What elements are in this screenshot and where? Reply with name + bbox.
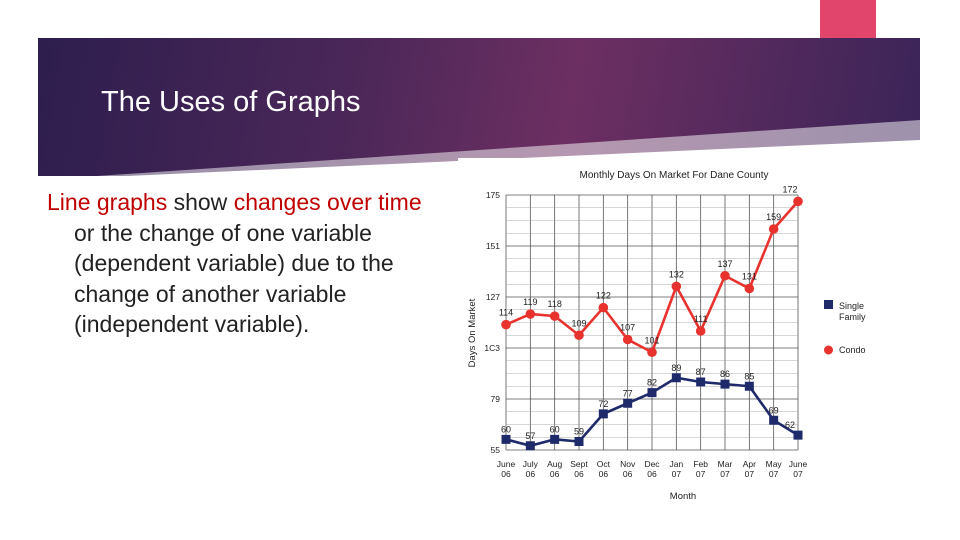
data-label: 101 [644, 335, 659, 345]
x-tick-label-year: 07 [696, 469, 706, 479]
data-label: 107 [620, 323, 635, 333]
x-tick-label-year: 07 [793, 469, 803, 479]
legend-label-single-family: Single Family [839, 301, 866, 322]
x-tick-label-month: Nov [620, 459, 636, 469]
data-point-single-family [696, 377, 706, 387]
data-point-condo [574, 330, 584, 341]
data-label: 159 [766, 212, 781, 222]
x-tick-label-year: 07 [720, 469, 730, 479]
x-tick-label-month: June [789, 459, 808, 469]
data-label: 62 [785, 420, 795, 430]
x-tick-label-month: Apr [743, 459, 756, 469]
x-tick-label-year: 07 [672, 469, 682, 479]
data-label: 57 [525, 431, 535, 441]
data-point-condo [768, 224, 779, 234]
data-point-single-family [623, 398, 633, 408]
data-point-single-family [671, 373, 681, 383]
data-point-single-family [744, 381, 754, 391]
x-tick-label-month: June [497, 459, 516, 469]
body-text-2: or the change of one variable (dependent… [74, 219, 394, 338]
data-point-condo [671, 281, 682, 292]
x-tick-label-month: Sept [570, 459, 588, 469]
x-tick-label-year: 07 [769, 469, 779, 479]
data-label: 86 [720, 369, 730, 379]
x-tick-label-month: Aug [547, 459, 562, 469]
data-label: 131 [742, 272, 757, 282]
data-label: 137 [717, 259, 732, 269]
data-label: 77 [623, 388, 633, 398]
x-tick-label-month: Feb [693, 459, 708, 469]
data-label: 119 [523, 297, 537, 307]
y-tick-label: 151 [486, 241, 500, 251]
x-tick-label-year: 06 [647, 469, 657, 479]
x-tick-label-month: Oct [597, 459, 611, 469]
data-point-single-family [598, 409, 608, 419]
data-point-condo [501, 319, 511, 330]
data-label: 111 [694, 314, 708, 324]
chart-container: Monthly Days On Market For Dane County 55… [458, 158, 898, 503]
data-point-condo [793, 196, 803, 207]
data-point-single-family [501, 434, 511, 444]
x-tick-label-year: 07 [745, 469, 755, 479]
data-point-condo [549, 311, 560, 321]
data-point-condo [744, 283, 755, 294]
slide-title: The Uses of Graphs [101, 86, 361, 118]
data-point-condo [647, 347, 657, 358]
x-tick-label-year: 06 [623, 469, 633, 479]
data-point-single-family [525, 441, 535, 451]
data-point-single-family [720, 379, 730, 389]
data-label: 85 [744, 371, 754, 381]
data-point-condo [525, 309, 536, 319]
data-label: 60 [550, 424, 560, 434]
data-label: 60 [501, 424, 511, 434]
line-chart: Monthly Days On Market For Dane County 55… [467, 170, 866, 502]
legend-label-condo: Condo [839, 345, 866, 355]
y-tick-label: 175 [486, 190, 500, 200]
data-label: 89 [671, 363, 681, 373]
data-label: 118 [547, 299, 561, 309]
legend-marker-single-family [824, 300, 833, 309]
data-label: 59 [574, 427, 584, 437]
data-point-single-family [793, 430, 803, 440]
highlight-changes-over-time: changes over time [233, 189, 422, 215]
x-tick-label-month: May [766, 459, 783, 469]
x-tick-label-year: 06 [599, 469, 609, 479]
data-point-condo [598, 302, 609, 313]
x-tick-label-month: Jan [669, 459, 683, 469]
data-label: 114 [499, 308, 513, 318]
legend-marker-condo [824, 345, 833, 355]
data-point-single-family [574, 437, 584, 446]
x-tick-label-year: 06 [501, 469, 511, 479]
body-paragraph: Line graphs show changes over time or th… [47, 187, 434, 340]
y-axis-label: Days On Market [467, 298, 478, 367]
data-label: 122 [596, 291, 611, 301]
data-point-condo [695, 326, 706, 336]
highlight-line-graphs: Line graphs [47, 189, 168, 215]
x-tick-label-month: Dec [644, 459, 660, 469]
x-axis-label: Month [670, 491, 696, 502]
data-point-single-family [769, 415, 779, 425]
y-tick-label: 79 [491, 394, 501, 404]
y-tick-label: 1C3 [484, 343, 500, 353]
data-label: 69 [769, 405, 779, 415]
y-tick-label: 55 [491, 445, 501, 455]
y-tick-label: 127 [486, 292, 500, 302]
data-point-condo [622, 334, 633, 345]
x-tick-label-year: 06 [550, 469, 560, 479]
data-label: 132 [669, 269, 684, 279]
data-label: 172 [782, 184, 797, 194]
data-point-condo [720, 270, 730, 281]
chart-title: Monthly Days On Market For Dane County [580, 170, 769, 181]
x-tick-label-month: July [523, 459, 539, 469]
body-text-1: show [167, 189, 234, 215]
data-point-single-family [550, 434, 560, 444]
x-tick-label-year: 06 [526, 469, 536, 479]
data-label: 87 [696, 367, 706, 377]
x-tick-label-month: Mar [718, 459, 733, 469]
data-label: 109 [571, 318, 586, 328]
data-point-single-family [647, 388, 657, 398]
x-tick-label-year: 06 [574, 469, 584, 479]
data-label: 82 [647, 378, 657, 388]
data-label: 72 [598, 399, 608, 409]
